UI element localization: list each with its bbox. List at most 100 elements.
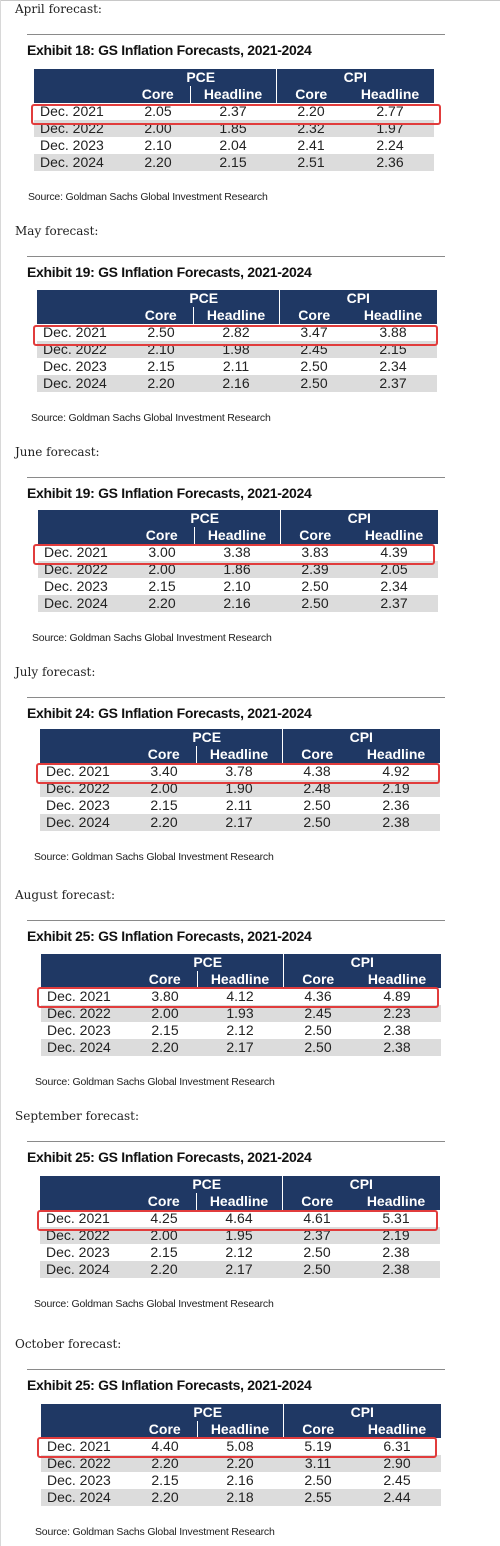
group-header-blank — [40, 729, 132, 746]
column-header-blank — [37, 307, 129, 324]
table-cell: 2.50 — [283, 1472, 353, 1489]
table-cell: 2.20 — [276, 103, 346, 120]
row-label: Dec. 2023 — [40, 1244, 132, 1261]
table-cell: 2.45 — [283, 1005, 353, 1022]
forecast-label: April forecast: — [15, 2, 102, 16]
table-cell: 2.11 — [196, 797, 282, 814]
section-divider — [27, 256, 445, 257]
forecast-table: PCE CPI Core Headline Core Headline Dec. 2021 4… — [41, 1404, 441, 1506]
table-cell: 1.90 — [196, 780, 282, 797]
table-cell: 1.86 — [194, 561, 280, 578]
table-cell: 2.19 — [352, 780, 440, 797]
table-cell: 4.92 — [352, 763, 440, 780]
column-header-blank — [41, 1421, 133, 1438]
forecast-table: PCE CPI Core Headline Core Headline Dec. 2021 2… — [34, 69, 434, 171]
row-label: Dec. 2023 — [41, 1472, 133, 1489]
table-cell: 4.38 — [282, 763, 352, 780]
group-header-cpi: CPI — [279, 510, 438, 527]
table-row: Dec. 2023 2.15 2.16 2.50 2.45 — [41, 1472, 441, 1489]
source-note: Source: Goldman Sachs Global Investment … — [28, 191, 268, 203]
table-row: Dec. 2022 2.00 1.90 2.48 2.19 — [40, 780, 440, 797]
section-divider — [27, 477, 445, 478]
table-column-header: Core Headline Core Headline — [40, 1193, 440, 1210]
row-label: Dec. 2023 — [40, 797, 132, 814]
table-cell: 4.39 — [350, 544, 438, 561]
exhibit-title: Exhibit 24: GS Inflation Forecasts, 2021… — [27, 705, 312, 721]
table-row: Dec. 2021 3.80 4.12 4.36 4.89 — [41, 988, 441, 1005]
table-cell: 2.10 — [194, 578, 280, 595]
row-label: Dec. 2022 — [34, 120, 126, 137]
group-header-pce: PCE — [129, 290, 279, 307]
column-header-core: Core — [133, 971, 197, 988]
group-header-pce: PCE — [132, 1176, 282, 1193]
table-cell: 2.32 — [276, 120, 346, 137]
column-header-core: Core — [281, 746, 352, 763]
table-cell: 2.20 — [126, 154, 190, 171]
section-divider — [27, 920, 445, 921]
table-cell: 2.17 — [197, 1039, 283, 1056]
table-cell: 1.97 — [346, 120, 434, 137]
column-header-blank — [40, 746, 132, 763]
table-row: Dec. 2024 2.20 2.16 2.50 2.37 — [38, 595, 438, 612]
group-header-pce: PCE — [130, 510, 280, 527]
group-header-pce: PCE — [133, 1404, 283, 1421]
column-header-headline: Headline — [352, 1193, 440, 1210]
section-divider — [27, 1141, 445, 1142]
row-label: Dec. 2024 — [41, 1489, 133, 1506]
table-row: Dec. 2022 2.00 1.93 2.45 2.23 — [41, 1005, 441, 1022]
table-group-header: PCE CPI — [40, 729, 440, 746]
table-cell: 3.88 — [349, 324, 437, 341]
row-label: Dec. 2023 — [37, 358, 129, 375]
section-divider — [27, 697, 445, 698]
column-header-core: Core — [132, 1193, 196, 1210]
table-row: Dec. 2021 3.40 3.78 4.38 4.92 — [40, 763, 440, 780]
table-row: Dec. 2024 2.20 2.15 2.51 2.36 — [34, 154, 434, 171]
row-label: Dec. 2024 — [40, 814, 132, 831]
table-cell: 2.15 — [132, 1244, 196, 1261]
section-divider — [27, 34, 445, 35]
source-note: Source: Goldman Sachs Global Investment … — [31, 412, 271, 424]
table-cell: 2.17 — [196, 814, 282, 831]
table-cell: 6.31 — [353, 1438, 441, 1455]
column-header-blank — [40, 1193, 132, 1210]
exhibit-title: Exhibit 19: GS Inflation Forecasts, 2021… — [27, 264, 312, 280]
table-cell: 2.50 — [279, 375, 349, 392]
column-header-headline: Headline — [196, 971, 283, 988]
table-cell: 2.38 — [352, 1261, 440, 1278]
group-header-cpi: CPI — [278, 290, 437, 307]
table-cell: 3.83 — [280, 544, 350, 561]
table-cell: 2.12 — [197, 1022, 283, 1039]
table-group-header: PCE CPI — [41, 954, 441, 971]
table-cell: 2.20 — [133, 1039, 197, 1056]
table-cell: 2.37 — [350, 595, 438, 612]
row-label: Dec. 2024 — [34, 154, 126, 171]
table-cell: 2.82 — [193, 324, 279, 341]
table-cell: 2.15 — [349, 341, 437, 358]
table-cell: 2.50 — [283, 1039, 353, 1056]
exhibit-title: Exhibit 25: GS Inflation Forecasts, 2021… — [27, 928, 312, 944]
forecast-table: PCE CPI Core Headline Core Headline Dec. 2021 3… — [41, 954, 441, 1056]
exhibit-title: Exhibit 19: GS Inflation Forecasts, 2021… — [27, 485, 312, 501]
row-label: Dec. 2022 — [40, 1227, 132, 1244]
group-header-cpi: CPI — [275, 69, 434, 86]
table-cell: 2.51 — [276, 154, 346, 171]
group-header-pce: PCE — [126, 69, 276, 86]
table-cell: 2.10 — [129, 341, 193, 358]
forecast-table: PCE CPI Core Headline Core Headline Dec. 2021 3… — [38, 510, 438, 612]
table-cell: 2.15 — [129, 358, 193, 375]
table-cell: 2.44 — [353, 1489, 441, 1506]
table-cell: 2.90 — [353, 1455, 441, 1472]
table-row: Dec. 2024 2.20 2.16 2.50 2.37 — [37, 375, 437, 392]
table-cell: 5.31 — [352, 1210, 440, 1227]
table-column-header: Core Headline Core Headline — [41, 971, 441, 988]
table-cell: 2.34 — [350, 578, 438, 595]
group-header-cpi: CPI — [281, 1176, 440, 1193]
group-header-blank — [40, 1176, 132, 1193]
column-header-headline: Headline — [189, 86, 276, 103]
table-cell: 2.45 — [279, 341, 349, 358]
table-row: Dec. 2023 2.10 2.04 2.41 2.24 — [34, 137, 434, 154]
column-header-core: Core — [282, 971, 353, 988]
table-cell: 2.10 — [126, 137, 190, 154]
column-header-core: Core — [279, 527, 350, 544]
table-cell: 2.15 — [190, 154, 276, 171]
